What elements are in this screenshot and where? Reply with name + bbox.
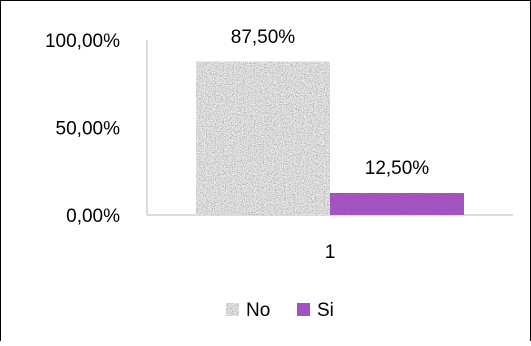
legend: No Si [226, 300, 334, 321]
legend-swatch-no [226, 303, 239, 316]
legend-label-si: Si [317, 300, 334, 321]
x-tick-label: 1 [325, 242, 336, 263]
bar-si [330, 193, 464, 215]
y-tick-label: 100,00% [45, 31, 120, 52]
data-label-group: 87,50% 12,50% [231, 27, 430, 179]
y-tick-label: 50,00% [56, 119, 121, 140]
x-tick-group: 1 [325, 242, 336, 263]
legend-label-no: No [246, 300, 270, 321]
legend-swatch-si [297, 303, 310, 316]
data-label-no: 87,50% [231, 27, 296, 48]
bar-group [196, 61, 464, 215]
y-tick-group: 0,00% 50,00% 100,00% [45, 31, 120, 227]
y-tick-label: 0,00% [66, 206, 120, 227]
data-label-si: 12,50% [365, 158, 430, 179]
bar-no [196, 61, 330, 215]
